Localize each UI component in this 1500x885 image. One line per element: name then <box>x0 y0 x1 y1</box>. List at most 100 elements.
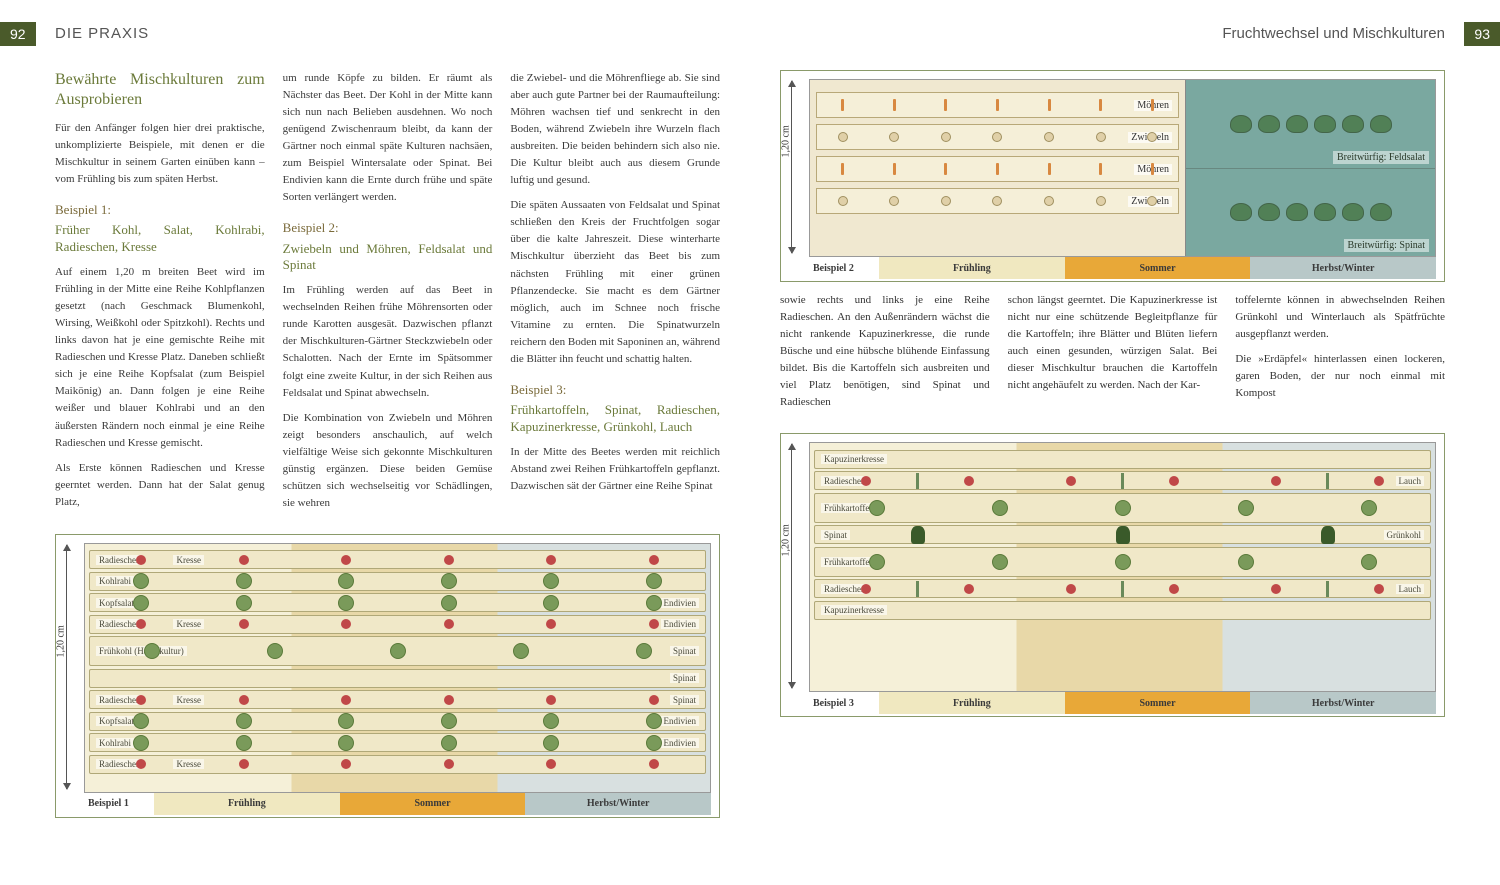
row-label-right: Möhren <box>1134 164 1172 175</box>
season-bar-2: Beispiel 2 Frühling Sommer Herbst/Winter <box>809 257 1436 279</box>
ex3-p4: toffelernte können in abwechselnden Reih… <box>1235 292 1445 343</box>
bed-row: Möhren <box>816 156 1179 182</box>
diagram-3-caption: Beispiel 3 <box>809 692 879 714</box>
season-bar-1: Beispiel 1 Frühling Sommer Herbst/Winter <box>84 793 711 815</box>
plant-icon <box>90 734 705 751</box>
ex3-p5: Die »Erdäpfel« hinterlassen einen locker… <box>1235 351 1445 402</box>
page-right: 93 Fruchtwechsel und Mischkulturen 1,20 … <box>750 0 1500 885</box>
bed-row: Frühkartoffeln <box>814 493 1431 523</box>
dimension-label-3: 1,20 cm <box>781 525 792 557</box>
bed-row: Kapuzinerkresse <box>814 601 1431 620</box>
row-label-left: Spinat <box>821 530 850 540</box>
page-number-right: 93 <box>1464 22 1500 46</box>
season-winter-2: Herbst/Winter <box>1250 257 1436 279</box>
row-label-right: Spinat <box>670 695 699 705</box>
leaf-icon <box>1222 107 1400 141</box>
ex3-p1: In der Mitte des Beetes werden mit reich… <box>510 444 720 495</box>
content-right: 1,20 cm Möhren Zwiebeln Möhren Zwiebeln Bre… <box>780 70 1445 717</box>
row-label-right: Grünkohl <box>1384 530 1425 540</box>
page-number-left: 92 <box>0 22 36 46</box>
content-left: Bewährte Mischkulturen zum Ausprobieren … <box>55 70 720 818</box>
ex1-title: Früher Kohl, Salat, Kohlrabi, Radieschen… <box>55 222 265 256</box>
bed-row: Kapuzinerkresse <box>814 450 1431 469</box>
row-label-left: Radieschen <box>96 695 143 705</box>
plant-icon <box>90 573 705 590</box>
row-label-right: Endivien <box>661 738 700 748</box>
plant-icon <box>815 472 1430 489</box>
row-label-left: Frühkohl (Hauptkultur) <box>96 646 187 656</box>
diagram-1: 1,20 cm Radieschen Kresse Kohlrabi Kopfsala… <box>55 534 720 818</box>
row-label-mid: Kresse <box>173 619 204 629</box>
ex3-p3: schon längst geerntet. Die Kapuzinerkres… <box>1008 292 1218 394</box>
row-label-right: Spinat <box>670 646 699 656</box>
garden-bed-3: Kapuzinerkresse Radieschen Lauch Frühkartof… <box>809 442 1436 692</box>
row-label-mid: Kresse <box>173 759 204 769</box>
row-label-right: Endivien <box>661 716 700 726</box>
lower-col-1: sowie rechts und links je eine Reihe Rad… <box>780 292 990 419</box>
feldsalat-panel: Breitwürfig: Feldsalat <box>1186 80 1435 168</box>
row-label-left: Frühkartoffeln <box>821 503 879 513</box>
bed-row: RadieschenKresse <box>89 550 706 569</box>
row-label-right: Lauch <box>1396 476 1425 486</box>
diagram-2: 1,20 cm Möhren Zwiebeln Möhren Zwiebeln Bre… <box>780 70 1445 282</box>
bed-row: Kohlrabi <box>89 572 706 591</box>
row-label-left: Frühkartoffeln <box>821 557 879 567</box>
col-3: die Zwiebel- und die Möhrenfliege ab. Si… <box>510 70 720 520</box>
ex2-label: Beispiel 2: <box>283 218 493 238</box>
row-label-right: Zwiebeln <box>1128 132 1172 143</box>
plant-icon <box>817 93 1178 117</box>
row-label-left: Kopfsalat <box>96 716 137 726</box>
row-label-left: Radieschen <box>96 759 143 769</box>
bed-right-panel: Breitwürfig: Feldsalat Breitwürfig: Spin… <box>1185 80 1435 256</box>
diagram-2-caption: Beispiel 2 <box>809 257 879 279</box>
running-head-right: Fruchtwechsel und Mischkulturen <box>1222 25 1445 42</box>
plant-icon <box>90 713 705 730</box>
dimension-label-1: 1,20 cm <box>56 625 67 657</box>
ex1-label: Beispiel 1: <box>55 200 265 220</box>
row-label-right: Endivien <box>661 619 700 629</box>
ex2-p3: die Zwiebel- und die Möhrenfliege ab. Si… <box>510 70 720 189</box>
plant-icon <box>815 580 1430 597</box>
plant-icon <box>815 472 1430 489</box>
plant-icon <box>817 189 1178 213</box>
ex1-p3: um runde Köpfe zu bilden. Er räumt als N… <box>283 70 493 206</box>
bed-row: KopfsalatEndivien <box>89 593 706 612</box>
bed-row: Kopfsalat Endivien <box>89 712 706 731</box>
lower-text-columns: sowie rechts und links je eine Reihe Rad… <box>780 292 1445 419</box>
ex2-p4: Die späten Aussaaten von Feldsalat und S… <box>510 197 720 367</box>
bed-rows-1: Radieschen Kresse Kohlrabi Kopfsalat Endivie… <box>85 544 710 781</box>
ex3-p2: sowie rechts und links je eine Reihe Rad… <box>780 292 990 411</box>
plant-icon <box>815 580 1430 597</box>
row-label-left: Radieschen <box>96 619 143 629</box>
row-label-left: Kohlrabi <box>96 738 134 748</box>
row-label-right: Zwiebeln <box>1128 196 1172 207</box>
feldsalat-label: Breitwürfig: Feldsalat <box>1333 151 1429 164</box>
bed-row: Radieschen Kresse <box>89 755 706 774</box>
ex2-title: Zwiebeln und Möhren, Feldsalat und Spina… <box>283 241 493 275</box>
dimension-line-3: 1,20 cm <box>791 444 805 688</box>
dimension-line-1: 1,20 cm <box>66 545 80 789</box>
ex3-title: Frühkartoffeln, Spinat, Radieschen, Kapu… <box>510 402 720 436</box>
row-label-right: Möhren <box>1134 100 1172 111</box>
season-bar-3: Beispiel 3 Frühling Sommer Herbst/Winter <box>809 692 1436 714</box>
bed-row: RadieschenLauch <box>814 579 1431 598</box>
spinat-label: Breitwürfig: Spinat <box>1344 239 1430 252</box>
intro-text: Für den Anfänger folgen hier drei prakti… <box>55 120 265 188</box>
bed-row: Radieschen Kresse Endivien <box>89 615 706 634</box>
row-label-right: Endivien <box>661 598 700 608</box>
ex2-p1: Im Frühling werden auf das Beet in wechs… <box>283 282 493 401</box>
row-label-left: Kohlrabi <box>96 576 134 586</box>
leaf-icon <box>1222 195 1400 229</box>
season-summer-3: Sommer <box>1065 692 1251 714</box>
season-spring-2: Frühling <box>879 257 1065 279</box>
col-1: Bewährte Mischkulturen zum Ausprobieren … <box>55 70 265 520</box>
plant-icon <box>90 594 705 611</box>
ex2-p2: Die Kombination von Zwiebeln und Möhren … <box>283 410 493 512</box>
bed-row: Frühkohl (Hauptkultur) Spinat <box>89 636 706 666</box>
main-title: Bewährte Mischkulturen zum Ausprobieren <box>55 70 265 110</box>
dimension-label-2: 1,20 cm <box>781 125 792 157</box>
bed-row: Möhren <box>816 92 1179 118</box>
bed-row: Radieschen Lauch <box>814 471 1431 490</box>
page-left: 92 DIE PRAXIS Bewährte Mischkulturen zum… <box>0 0 750 885</box>
row-label-left: Radieschen <box>821 476 868 486</box>
